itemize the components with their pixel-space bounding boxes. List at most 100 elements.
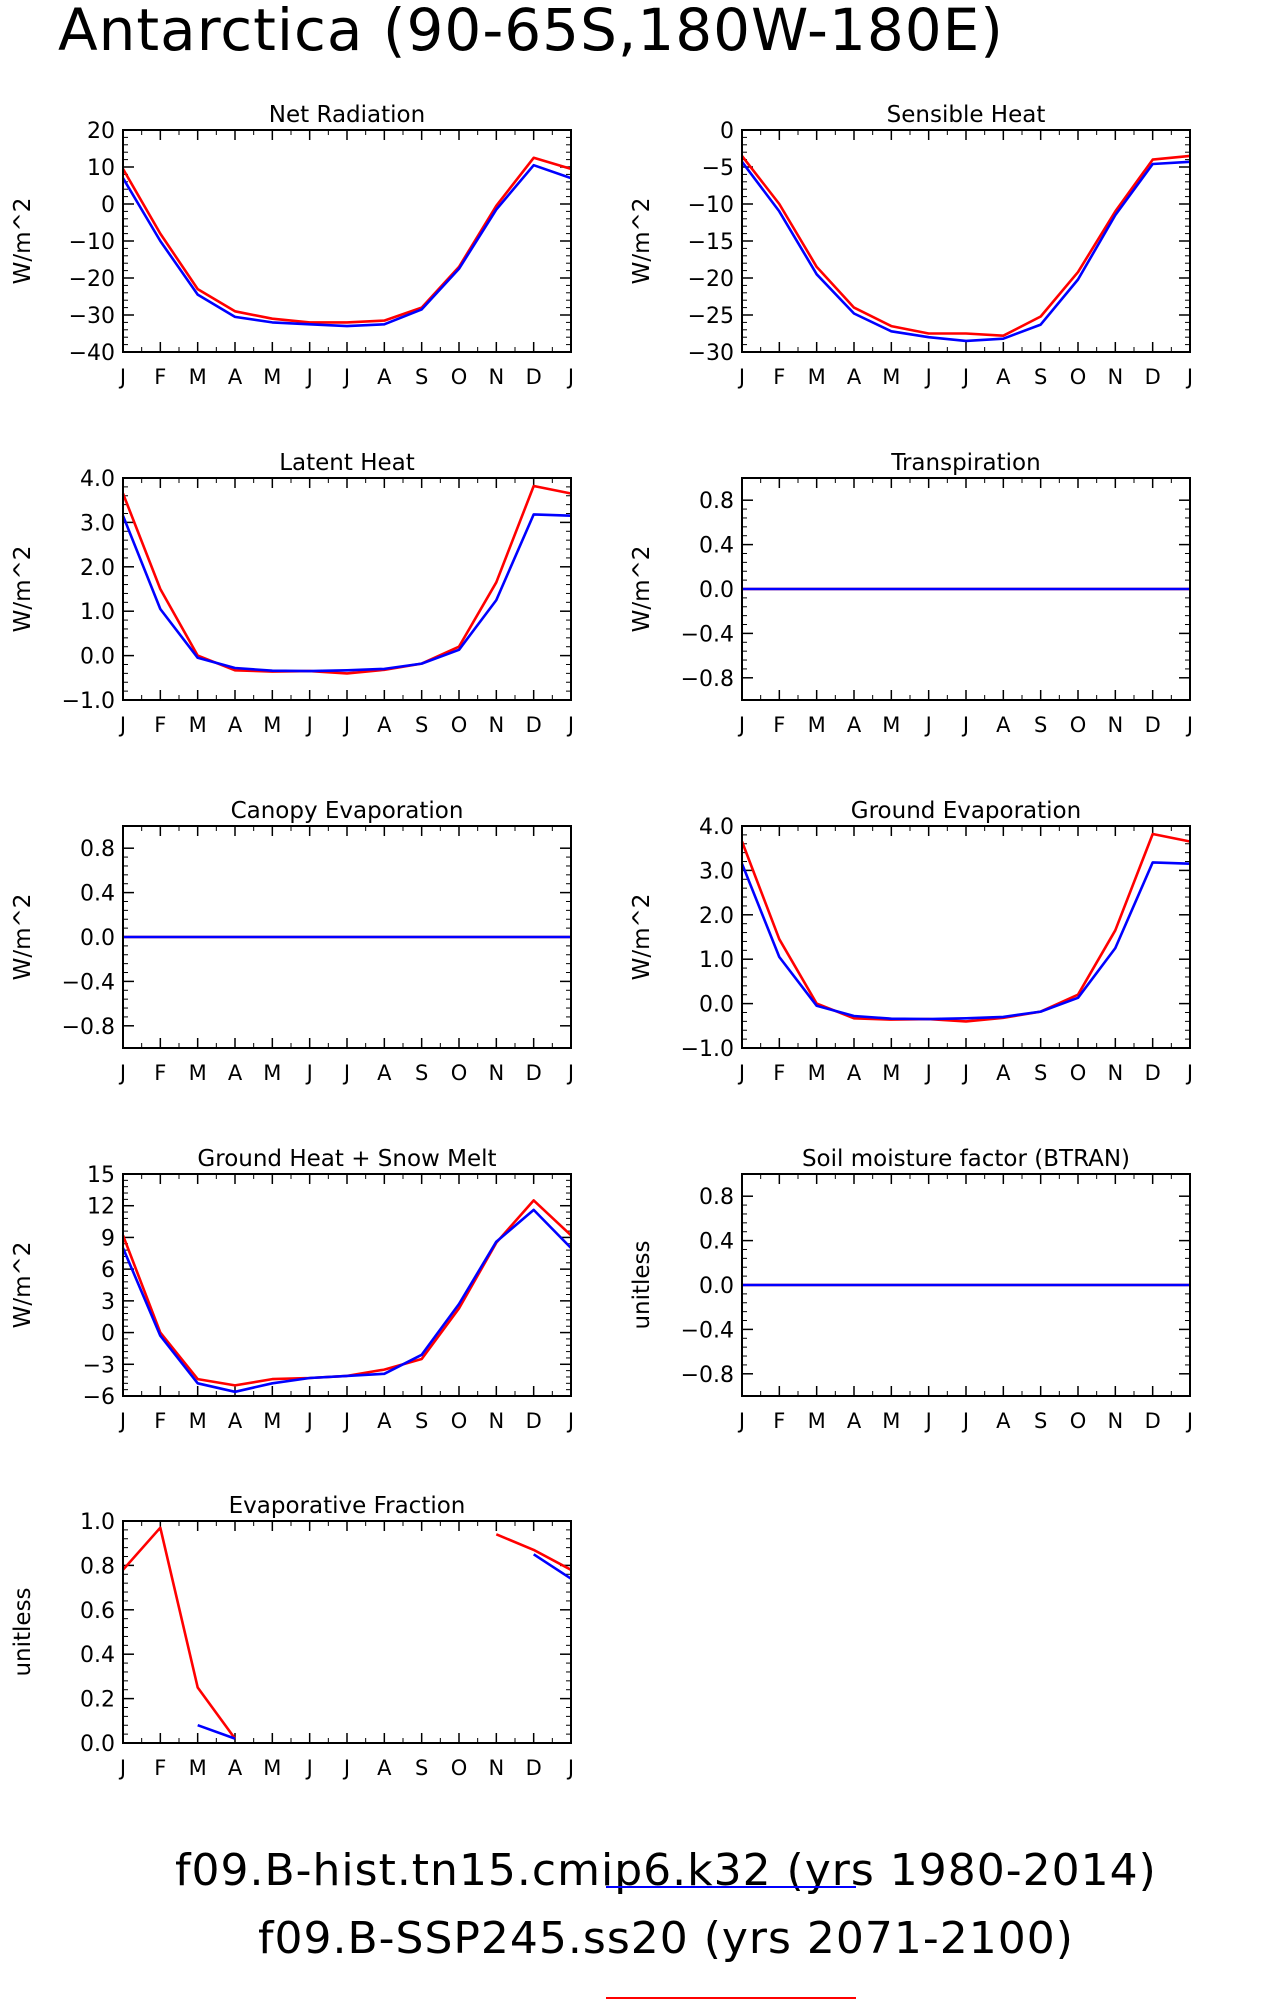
x-tick-label: J <box>118 1409 126 1433</box>
plot-frame <box>741 477 1191 701</box>
x-tick-label: F <box>154 1061 166 1085</box>
x-tick-label: N <box>488 713 504 737</box>
x-tick-label: J <box>737 1409 745 1433</box>
y-axis-label: W/m^2 <box>10 894 36 981</box>
x-tick-label: M <box>882 713 900 737</box>
y-tick-label: 0.0 <box>80 1732 115 1757</box>
plot-frame <box>122 1173 572 1397</box>
x-tick-label: A <box>996 365 1011 389</box>
y-axis-label: W/m^2 <box>10 546 36 633</box>
y-tick-label: 10 <box>87 156 115 181</box>
chart-title: Ground Evaporation <box>851 798 1081 824</box>
x-tick-label: A <box>228 1409 243 1433</box>
page-title: Antarctica (90-65S,180W-180E) <box>58 0 1004 64</box>
x-tick-label: J <box>566 713 574 737</box>
x-tick-label: O <box>451 1061 468 1085</box>
x-tick-label: S <box>415 713 428 737</box>
x-tick-label: J <box>566 1409 574 1433</box>
y-axis-label: unitless <box>629 1240 655 1329</box>
x-tick-label: O <box>1070 1061 1087 1085</box>
x-tick-label: A <box>996 1409 1011 1433</box>
chart-title: Soil moisture factor (BTRAN) <box>802 1146 1130 1172</box>
x-tick-label: J <box>1185 1061 1193 1085</box>
x-tick-label: J <box>961 1409 969 1433</box>
y-tick-label: 2.0 <box>80 556 115 581</box>
x-tick-label: M <box>263 365 281 389</box>
x-tick-label: A <box>228 365 243 389</box>
series-line-0 <box>740 154 1191 337</box>
x-tick-label: A <box>377 1061 392 1085</box>
x-tick-label: D <box>1145 1409 1161 1433</box>
x-tick-label: N <box>1107 713 1123 737</box>
x-tick-label: J <box>342 1409 350 1433</box>
y-tick-label: −3 <box>83 1353 115 1378</box>
x-tick-label: J <box>961 1061 969 1085</box>
y-tick-label: −0.4 <box>681 622 734 647</box>
y-tick-label: 0.4 <box>80 1643 115 1668</box>
x-tick-label: J <box>118 365 126 389</box>
series-line-1 <box>740 861 1191 1021</box>
y-tick-label: 0.0 <box>80 645 115 670</box>
y-tick-label: −30 <box>69 304 115 329</box>
x-tick-label: O <box>451 365 468 389</box>
x-tick-label: F <box>773 713 785 737</box>
y-tick-label: 3 <box>101 1290 115 1315</box>
x-tick-label: F <box>773 1061 785 1085</box>
x-tick-label: J <box>566 365 574 389</box>
x-tick-label: S <box>415 1409 428 1433</box>
y-tick-label: 15 <box>87 1163 115 1188</box>
x-tick-label: J <box>737 713 745 737</box>
y-tick-label: −0.8 <box>681 1363 734 1388</box>
x-tick-label: J <box>118 1061 126 1085</box>
x-tick-label: F <box>154 1409 166 1433</box>
y-tick-label: −6 <box>83 1385 115 1410</box>
plot-frame <box>122 1520 572 1744</box>
x-tick-label: A <box>996 713 1011 737</box>
x-tick-label: A <box>996 1061 1011 1085</box>
x-tick-label: N <box>488 365 504 389</box>
y-tick-label: 0.4 <box>699 1230 734 1255</box>
x-tick-label: A <box>377 365 392 389</box>
x-tick-label: M <box>189 713 207 737</box>
x-tick-label: J <box>305 365 313 389</box>
y-axis-label: W/m^2 <box>629 198 655 285</box>
y-axis-label: W/m^2 <box>629 894 655 981</box>
series-line-1 <box>121 513 572 673</box>
x-tick-label: N <box>1107 365 1123 389</box>
y-tick-label: 0.0 <box>699 578 734 603</box>
chart-title: Canopy Evaporation <box>231 798 464 824</box>
x-tick-label: J <box>737 1061 745 1085</box>
x-tick-label: J <box>305 1756 313 1780</box>
x-tick-label: D <box>1145 365 1161 389</box>
x-tick-label: J <box>924 713 932 737</box>
y-tick-label: −20 <box>688 267 734 292</box>
y-tick-label: 3.0 <box>80 511 115 536</box>
x-tick-label: A <box>847 1061 862 1085</box>
x-tick-label: S <box>415 365 428 389</box>
x-tick-label: J <box>737 365 745 389</box>
y-tick-label: −1.0 <box>62 689 115 714</box>
y-tick-label: 0.0 <box>699 1274 734 1299</box>
x-tick-label: M <box>263 1061 281 1085</box>
x-tick-label: D <box>526 1061 542 1085</box>
series-line-1 <box>740 160 1191 343</box>
x-tick-label: J <box>566 1061 574 1085</box>
x-tick-label: A <box>228 713 243 737</box>
x-tick-label: J <box>118 713 126 737</box>
x-tick-label: J <box>305 1061 313 1085</box>
x-tick-label: F <box>154 713 166 737</box>
y-tick-label: 0.8 <box>80 1554 115 1579</box>
x-tick-label: J <box>924 365 932 389</box>
chart-title: Transpiration <box>890 450 1040 476</box>
plot-frame <box>741 1173 1191 1397</box>
x-tick-label: O <box>1070 365 1087 389</box>
series-line-1 <box>197 1553 572 1740</box>
y-axis-label: W/m^2 <box>629 546 655 633</box>
y-tick-label: −20 <box>69 267 115 292</box>
series-line-1 <box>121 1208 572 1394</box>
y-tick-label: 1.0 <box>699 948 734 973</box>
